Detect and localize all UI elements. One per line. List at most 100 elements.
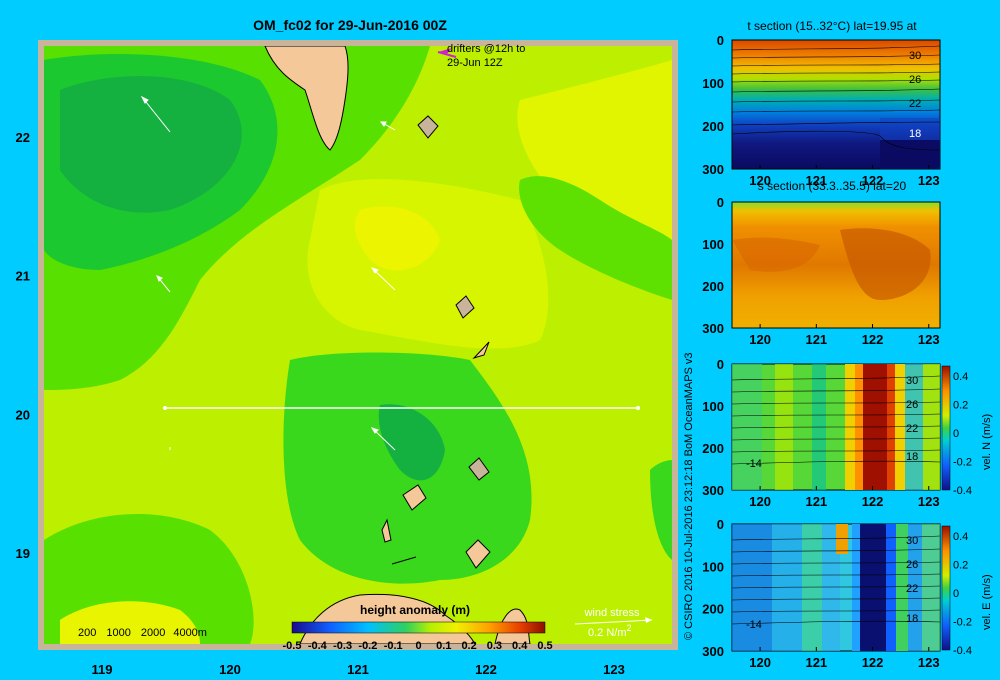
vele-colorbar-label: vel. E (m/s) — [981, 574, 993, 630]
island-7 — [465, 539, 491, 569]
t-contours — [731, 45, 941, 151]
svg-text:-14: -14 — [746, 619, 762, 631]
section-x-tick-label: 123 — [918, 494, 940, 509]
colorbar-tick-label: 0.3 — [487, 640, 502, 652]
vel-colorbar-tick-label: 0 — [953, 588, 959, 600]
section-x-tick-label: 121 — [805, 655, 827, 670]
island-5 — [402, 484, 427, 511]
colorbar-tick-label: -0.3 — [333, 640, 352, 652]
section-x-tick-label: 120 — [749, 655, 771, 670]
section-y-tick-label: 300 — [702, 483, 724, 498]
vel-colorbar-tick-label: -0.2 — [953, 457, 972, 469]
section-y-tick-label: 200 — [702, 119, 724, 134]
s-section-panel: s section (33.3..35.5) lat=20 0 100 200 300… — [702, 179, 941, 347]
section-x-tick-label: 122 — [862, 494, 884, 509]
island-1 — [417, 115, 439, 139]
wind-arrows — [140, 95, 396, 451]
field-zone-darkgreen-nw — [60, 76, 242, 213]
vel-colorbar-tick-label: 0 — [953, 428, 959, 440]
vel-colorbar-tick-label: -0.4 — [953, 485, 972, 497]
svg-text:26: 26 — [909, 74, 921, 86]
svg-text:18: 18 — [906, 613, 918, 625]
height-colorbar — [291, 621, 546, 634]
colorbar-tick-label: 0.1 — [436, 640, 451, 652]
field-zone-yellow-nw — [354, 206, 440, 271]
section-y-tick-label: 0 — [717, 195, 724, 210]
t-section-title: t section (15..32°C) lat=19.95 at — [747, 19, 917, 33]
colorbar-title: height anomaly (m) — [360, 603, 470, 617]
map-x-tick-label: 119 — [92, 662, 113, 677]
vele-section-panel: 30 26 22 18 -14 0.4 0.2 0 -0.2 -0.4 vel. E (… — [702, 517, 993, 670]
vele-colorbar — [941, 525, 951, 651]
s-high-core — [840, 228, 931, 300]
svg-text:18: 18 — [906, 451, 918, 463]
section-x-tick-label: 120 — [749, 173, 771, 188]
section-x-tick-label: 121 — [805, 494, 827, 509]
section-y-tick-label: 0 — [717, 517, 724, 532]
section-x-tick-label: 121 — [805, 332, 827, 347]
drifters-label-1: drifters @12h to — [447, 43, 525, 55]
map-x-tick-label: 123 — [603, 662, 625, 677]
map-y-tick-label: 19 — [16, 546, 30, 561]
section-line-end — [636, 406, 640, 410]
depth-legend: 200 1000 2000 4000m — [78, 627, 207, 639]
section-x-tick-label: 122 — [862, 332, 884, 347]
map-y-axis: 22 21 20 19 — [16, 130, 30, 561]
wind-stress-unit: 0.2 N/m2 — [588, 623, 632, 639]
colorbar-tick-label: -0.1 — [384, 640, 403, 652]
map-x-tick-label: 122 — [475, 662, 497, 677]
section-line-start — [163, 406, 167, 410]
field-zone-green-northeast — [519, 176, 672, 300]
vel-colorbar-tick-label: 0.2 — [953, 400, 968, 412]
section-y-tick-label: 300 — [702, 321, 724, 336]
field-zone-yellow-south — [60, 601, 200, 644]
field-zone-darkgreen-center — [378, 404, 445, 481]
svg-text:30: 30 — [906, 535, 918, 547]
colorbar-tick-label: 0.2 — [461, 640, 476, 652]
svg-text:30: 30 — [909, 50, 921, 62]
section-x-tick-label: 122 — [862, 655, 884, 670]
section-y-tick-label: 200 — [702, 279, 724, 294]
section-x-tick-label: 120 — [749, 332, 771, 347]
taiwan-land — [264, 46, 349, 151]
svg-text:30: 30 — [906, 375, 918, 387]
svg-text:-14: -14 — [746, 458, 762, 470]
map-y-tick-label: 20 — [16, 407, 30, 422]
veln-colorbar — [941, 365, 951, 491]
figure-title: OM_fc02 for 29-Jun-2016 00Z — [253, 17, 447, 33]
colorbar-tick-label: -0.4 — [308, 640, 328, 652]
wind-reference-arrow — [574, 619, 653, 625]
map-y-tick-label: 22 — [16, 130, 30, 145]
vel-colorbar-tick-label: -0.2 — [953, 617, 972, 629]
island-2 — [455, 295, 475, 319]
section-y-tick-label: 100 — [702, 399, 724, 414]
vel-colorbar-tick-label: 0.4 — [953, 371, 968, 383]
island-4 — [468, 457, 490, 481]
colorbar-ticks: -0.5 -0.4 -0.3 -0.2 -0.1 0 0.1 0.2 0.3 0.4 0.5 — [283, 640, 553, 652]
drifter-track — [391, 556, 417, 565]
section-x-tick-label: 123 — [918, 332, 940, 347]
t-deep-step — [880, 140, 940, 169]
section-y-tick-label: 100 — [702, 76, 724, 91]
vel-colorbar-tick-label: 0.4 — [953, 531, 968, 543]
colorbar-tick-label: 0.5 — [537, 640, 552, 652]
t-section-panel: t section (15..32°C) lat=19.95 at 30 26 … — [702, 19, 941, 188]
colorbar-tick-label: -0.5 — [283, 640, 302, 652]
map-x-axis: 119 120 121 122 123 — [92, 662, 625, 677]
field-zone-yellow-east — [517, 60, 672, 260]
map-x-tick-label: 120 — [219, 662, 241, 677]
section-y-tick-label: 200 — [702, 441, 724, 456]
section-y-tick-label: 100 — [702, 559, 724, 574]
section-x-tick-label: 122 — [862, 173, 884, 188]
svg-text:18: 18 — [909, 128, 921, 140]
section-x-tick-label: 123 — [918, 173, 940, 188]
colorbar-tick-label: -0.2 — [358, 640, 377, 652]
map-y-tick-label: 21 — [16, 269, 30, 284]
field-zone-green-southeast — [650, 460, 672, 560]
section-y-tick-label: 0 — [717, 357, 724, 372]
vel-colorbar-tick-label: 0.2 — [953, 560, 968, 572]
svg-text:26: 26 — [906, 399, 918, 411]
field-zone-lightyellow — [307, 179, 549, 349]
svg-text:22: 22 — [906, 423, 918, 435]
